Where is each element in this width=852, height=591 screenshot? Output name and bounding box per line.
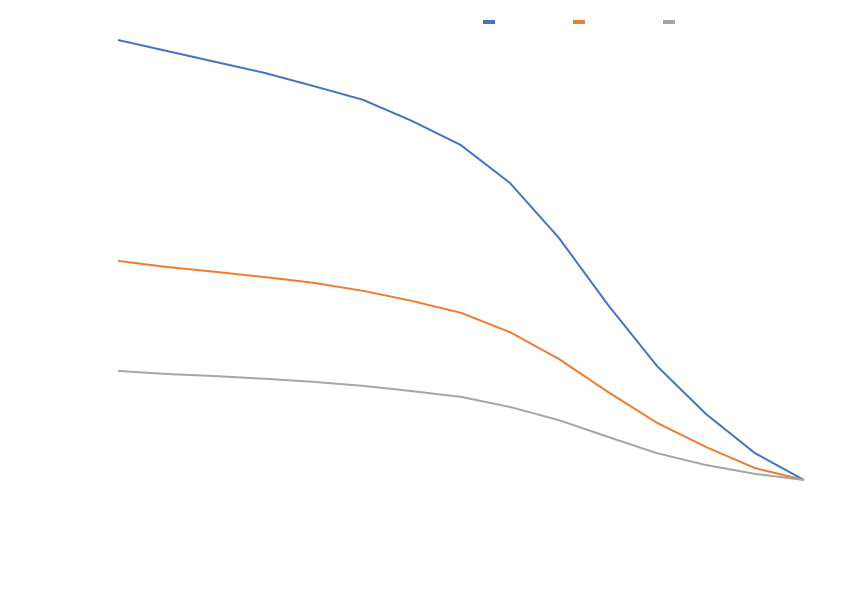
line-series [117,369,805,481]
legend-swatch [483,20,495,24]
line-series [117,39,805,481]
line-series [117,259,805,481]
legend-swatch [663,20,675,24]
legend-swatch [573,20,585,24]
